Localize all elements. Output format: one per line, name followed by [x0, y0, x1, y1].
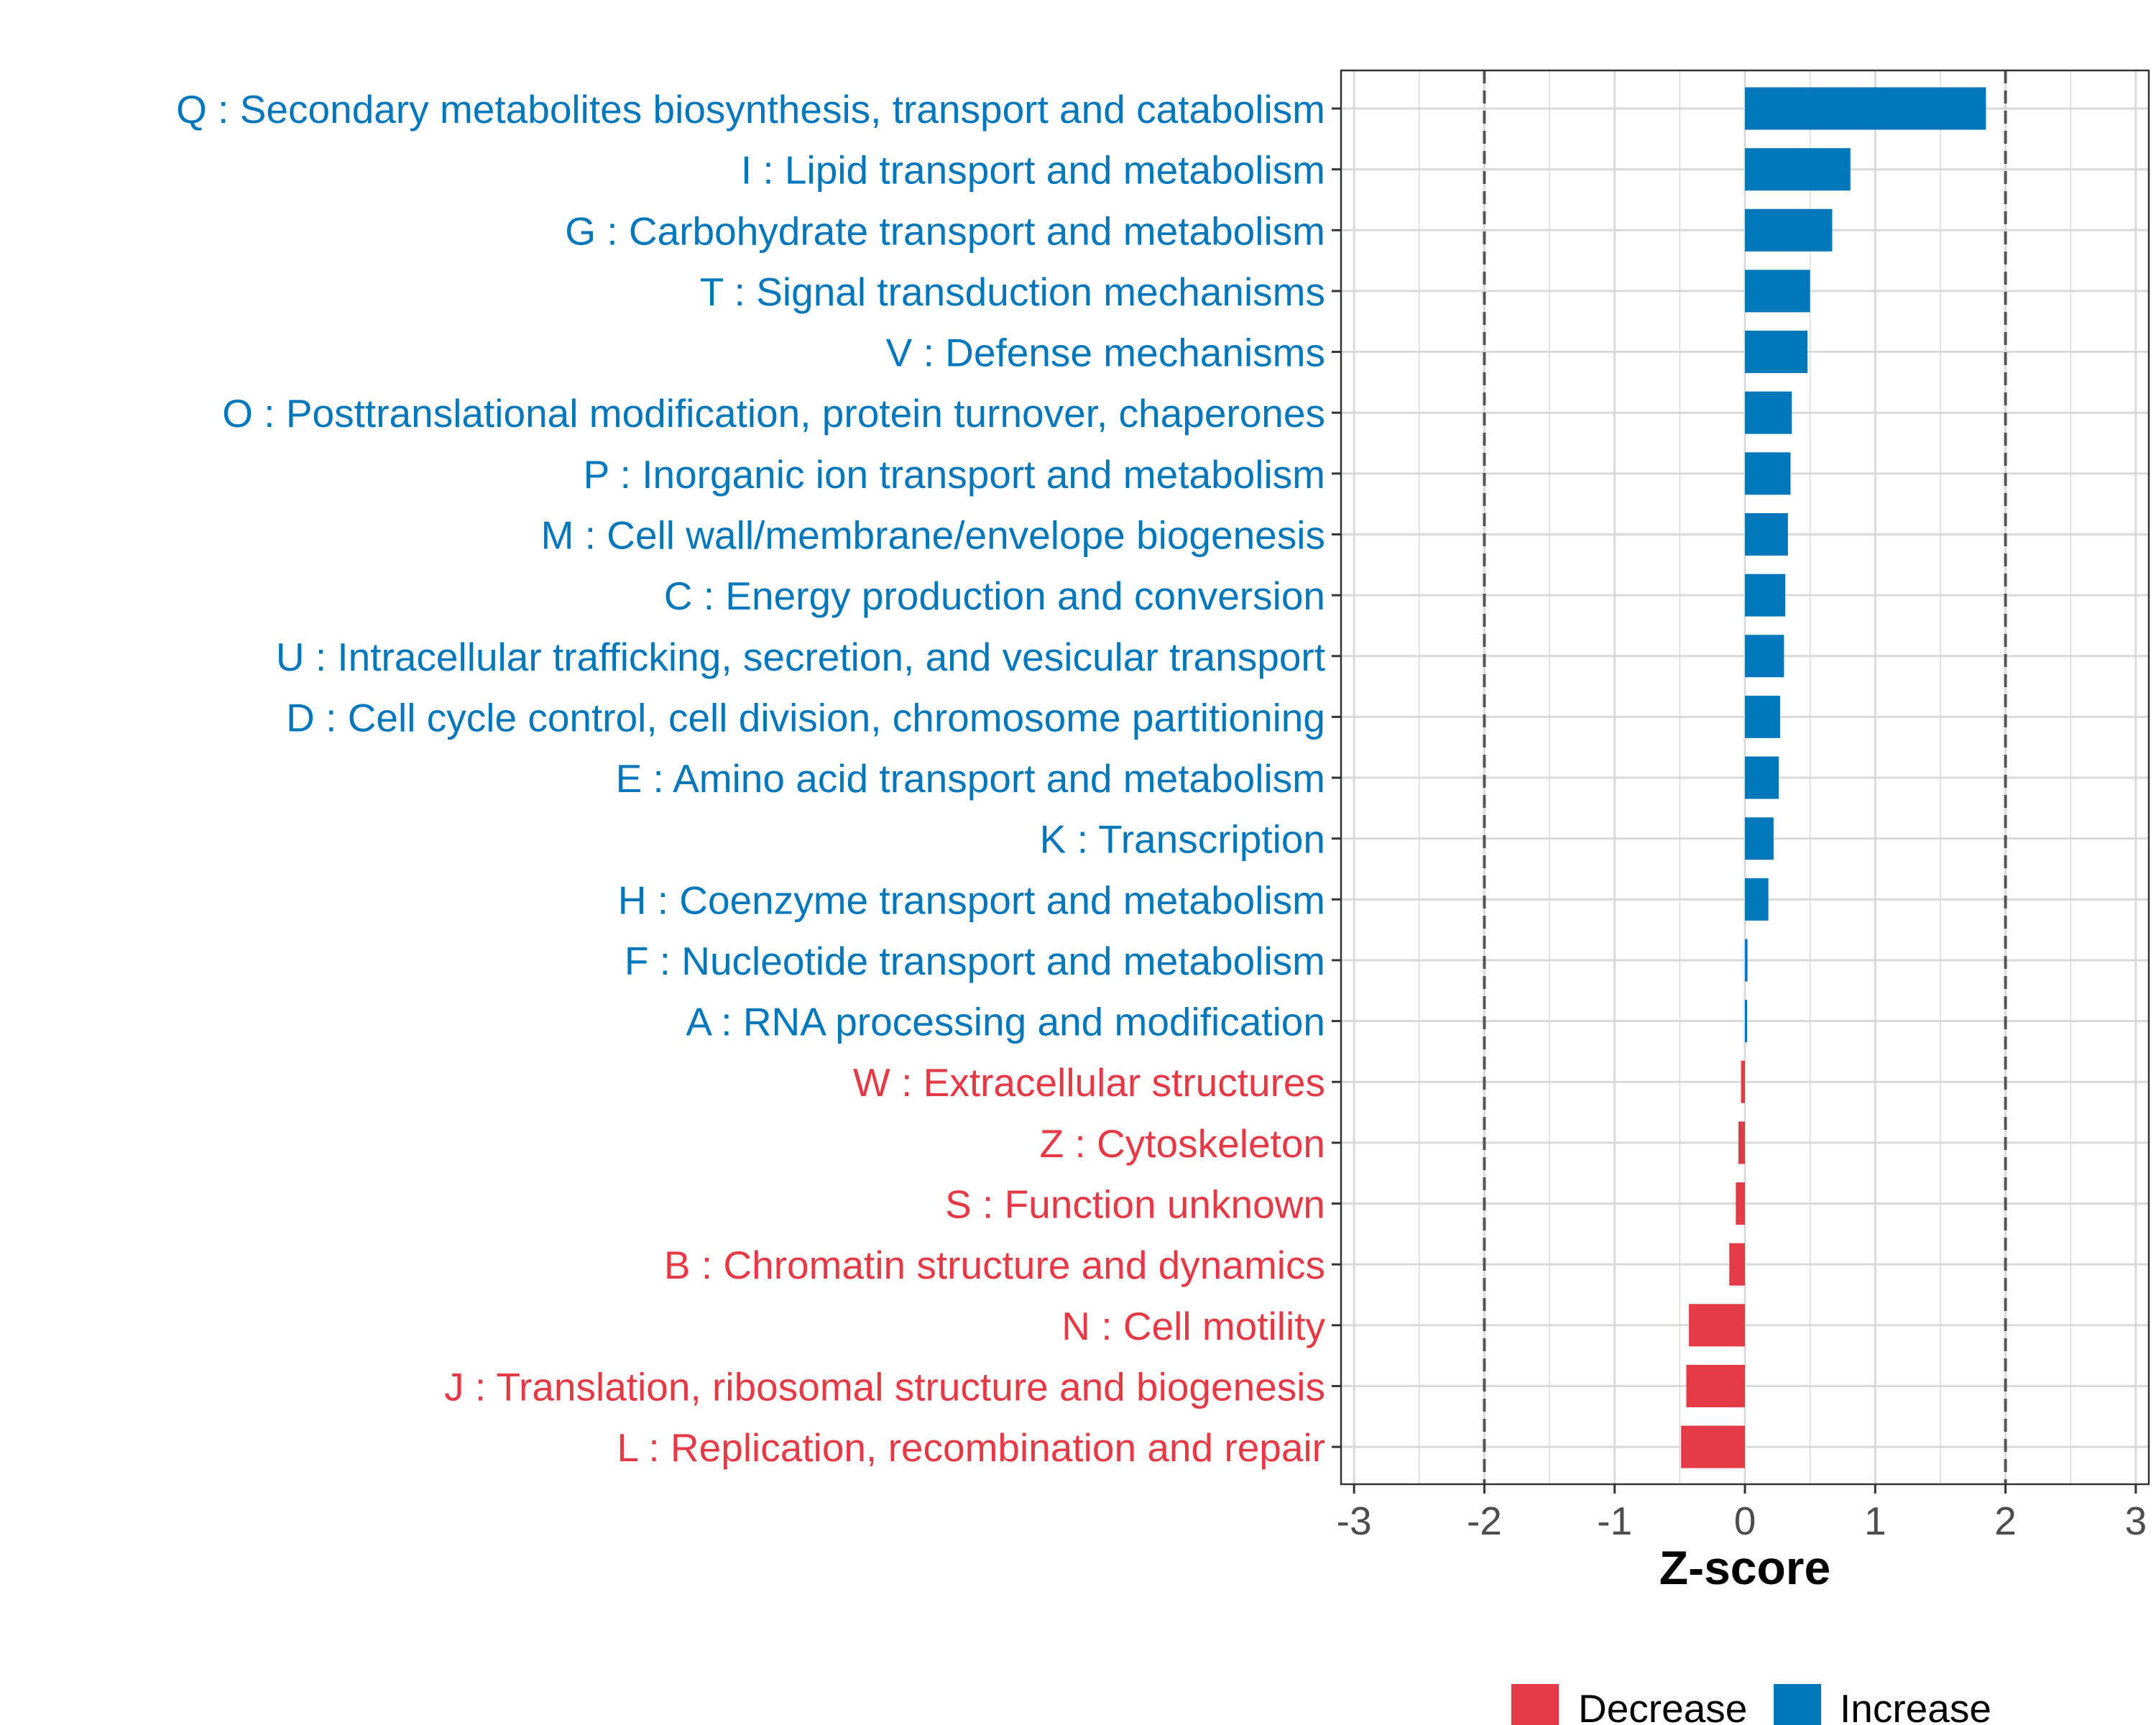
- x-tick-label: -1: [1597, 1499, 1632, 1543]
- bar: [1745, 452, 1791, 495]
- bar: [1745, 512, 1788, 556]
- y-axis-ticks: [1332, 107, 1341, 1448]
- bar: [1738, 1121, 1745, 1164]
- y-axis-labels: Q : Secondary metabolites biosynthesis, …: [176, 87, 1325, 1470]
- bar: [1745, 148, 1851, 191]
- bar: [1745, 878, 1769, 921]
- x-tick-label: -3: [1337, 1499, 1372, 1543]
- category-label: Z : Cytoskeleton: [1040, 1121, 1325, 1166]
- legend: Decrease Increase: [1511, 1684, 1991, 1725]
- bar: [1745, 270, 1810, 313]
- category-label: M : Cell wall/membrane/envelope biogenes…: [541, 512, 1325, 557]
- bar: [1736, 1182, 1745, 1225]
- category-label: V : Defense mechanisms: [886, 331, 1325, 375]
- category-label: S : Function unknown: [945, 1182, 1325, 1227]
- bar: [1745, 756, 1779, 799]
- category-label: H : Coenzyme transport and metabolism: [618, 878, 1325, 922]
- category-label: N : Cell motility: [1061, 1304, 1325, 1348]
- x-tick-label: 1: [1864, 1499, 1886, 1543]
- legend-swatch-increase: [1774, 1684, 1821, 1725]
- bar: [1729, 1243, 1745, 1286]
- bar: [1741, 1060, 1745, 1103]
- category-label: L : Replication, recombination and repai…: [617, 1425, 1325, 1470]
- x-tick-label: 2: [1994, 1499, 2017, 1543]
- x-tick-label: 3: [2125, 1499, 2147, 1543]
- bar: [1745, 635, 1784, 678]
- category-label: B : Chromatin structure and dynamics: [664, 1243, 1325, 1287]
- bar: [1686, 1364, 1745, 1407]
- legend-label-decrease: Decrease: [1578, 1686, 1747, 1725]
- category-label: C : Energy production and conversion: [664, 574, 1325, 618]
- bar: [1745, 391, 1792, 434]
- bar: [1745, 208, 1833, 252]
- bar: [1745, 695, 1780, 738]
- category-label: K : Transcription: [1040, 817, 1325, 862]
- category-label: W : Extracellular structures: [853, 1060, 1325, 1105]
- category-label: I : Lipid transport and metabolism: [741, 148, 1325, 193]
- bar: [1745, 574, 1786, 617]
- x-tick-label: 0: [1734, 1499, 1756, 1543]
- category-label: D : Cell cycle control, cell division, c…: [286, 695, 1325, 740]
- category-label: T : Signal transduction mechanisms: [700, 270, 1325, 314]
- x-axis-title: Z-score: [1659, 1541, 1830, 1594]
- category-label: O : Posttranslational modification, prot…: [222, 391, 1325, 436]
- category-label: A : RNA processing and modification: [686, 1000, 1325, 1044]
- category-label: U : Intracellular trafficking, secretion…: [276, 635, 1325, 679]
- bar: [1745, 817, 1774, 860]
- bars: [1681, 87, 1986, 1468]
- category-label: P : Inorganic ion transport and metaboli…: [584, 452, 1325, 497]
- category-label: Q : Secondary metabolites biosynthesis, …: [176, 87, 1325, 132]
- legend-label-increase: Increase: [1840, 1686, 1991, 1725]
- bar: [1745, 87, 1986, 130]
- category-label: F : Nucleotide transport and metabolism: [625, 939, 1325, 983]
- x-tick-label: -2: [1467, 1499, 1502, 1543]
- bar: [1745, 1000, 1747, 1043]
- bar: [1745, 331, 1808, 374]
- category-label: J : Translation, ribosomal structure and…: [444, 1364, 1325, 1409]
- category-label: G : Carbohydrate transport and metabolis…: [565, 208, 1325, 253]
- x-axis-ticks: -3 -2 -1 0 1 2 3: [1337, 1484, 2147, 1543]
- bar: [1681, 1425, 1745, 1468]
- bar: [1689, 1304, 1745, 1347]
- category-label: E : Amino acid transport and metabolism: [616, 756, 1325, 801]
- bar: [1745, 939, 1748, 982]
- legend-swatch-decrease: [1511, 1684, 1559, 1725]
- reference-lines: [1483, 70, 2007, 1484]
